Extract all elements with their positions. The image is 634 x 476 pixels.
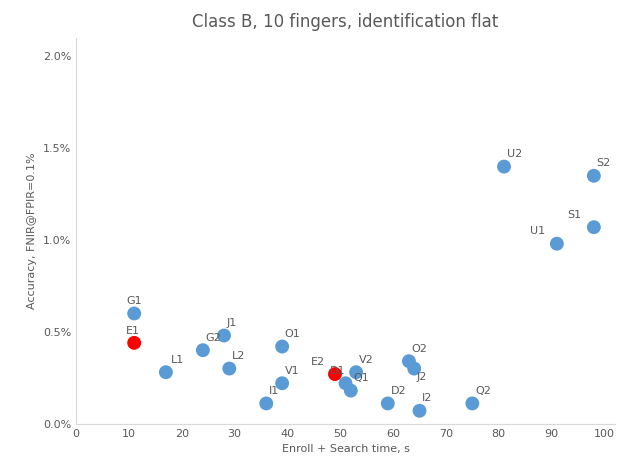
Point	[161, 368, 171, 376]
Text: I1: I1	[269, 386, 279, 396]
Point	[277, 343, 287, 350]
Text: V1: V1	[285, 366, 299, 376]
Text: L2: L2	[232, 351, 245, 361]
Text: G1: G1	[126, 296, 142, 306]
Point	[198, 347, 208, 354]
Point	[129, 339, 139, 347]
Text: O2: O2	[411, 344, 427, 354]
Text: I2: I2	[422, 394, 432, 404]
Text: V2: V2	[359, 355, 373, 365]
Point	[404, 357, 414, 365]
Point	[409, 365, 419, 372]
Point	[467, 400, 477, 407]
Point	[346, 387, 356, 395]
Point	[589, 223, 599, 231]
Text: S1: S1	[567, 210, 581, 220]
Text: E2: E2	[311, 357, 325, 367]
Point	[261, 400, 271, 407]
Text: U1: U1	[531, 227, 546, 237]
Point	[330, 370, 340, 378]
Text: J2: J2	[417, 372, 427, 382]
Y-axis label: Accuracy, FNIR@FPIR=0.1%: Accuracy, FNIR@FPIR=0.1%	[27, 152, 37, 309]
Point	[219, 332, 229, 339]
Text: U2: U2	[507, 149, 522, 159]
Point	[224, 365, 235, 372]
Point	[383, 400, 393, 407]
Point	[351, 368, 361, 376]
Point	[499, 163, 509, 170]
Text: E1: E1	[126, 326, 140, 336]
Point	[129, 310, 139, 317]
Text: O1: O1	[285, 329, 301, 339]
Text: G2: G2	[205, 333, 221, 343]
Text: Q1: Q1	[354, 373, 369, 383]
Point	[415, 407, 425, 415]
Text: D1: D1	[330, 366, 345, 376]
Text: S2: S2	[597, 159, 611, 169]
Point	[340, 379, 351, 387]
Text: L1: L1	[171, 355, 184, 365]
Text: Q2: Q2	[475, 386, 491, 396]
Point	[589, 172, 599, 179]
Title: Class B, 10 fingers, identification flat: Class B, 10 fingers, identification flat	[192, 13, 499, 31]
Point	[552, 240, 562, 248]
Text: J1: J1	[226, 318, 237, 328]
Point	[277, 379, 287, 387]
Text: D2: D2	[391, 386, 406, 396]
X-axis label: Enroll + Search time, s: Enroll + Search time, s	[281, 444, 410, 454]
